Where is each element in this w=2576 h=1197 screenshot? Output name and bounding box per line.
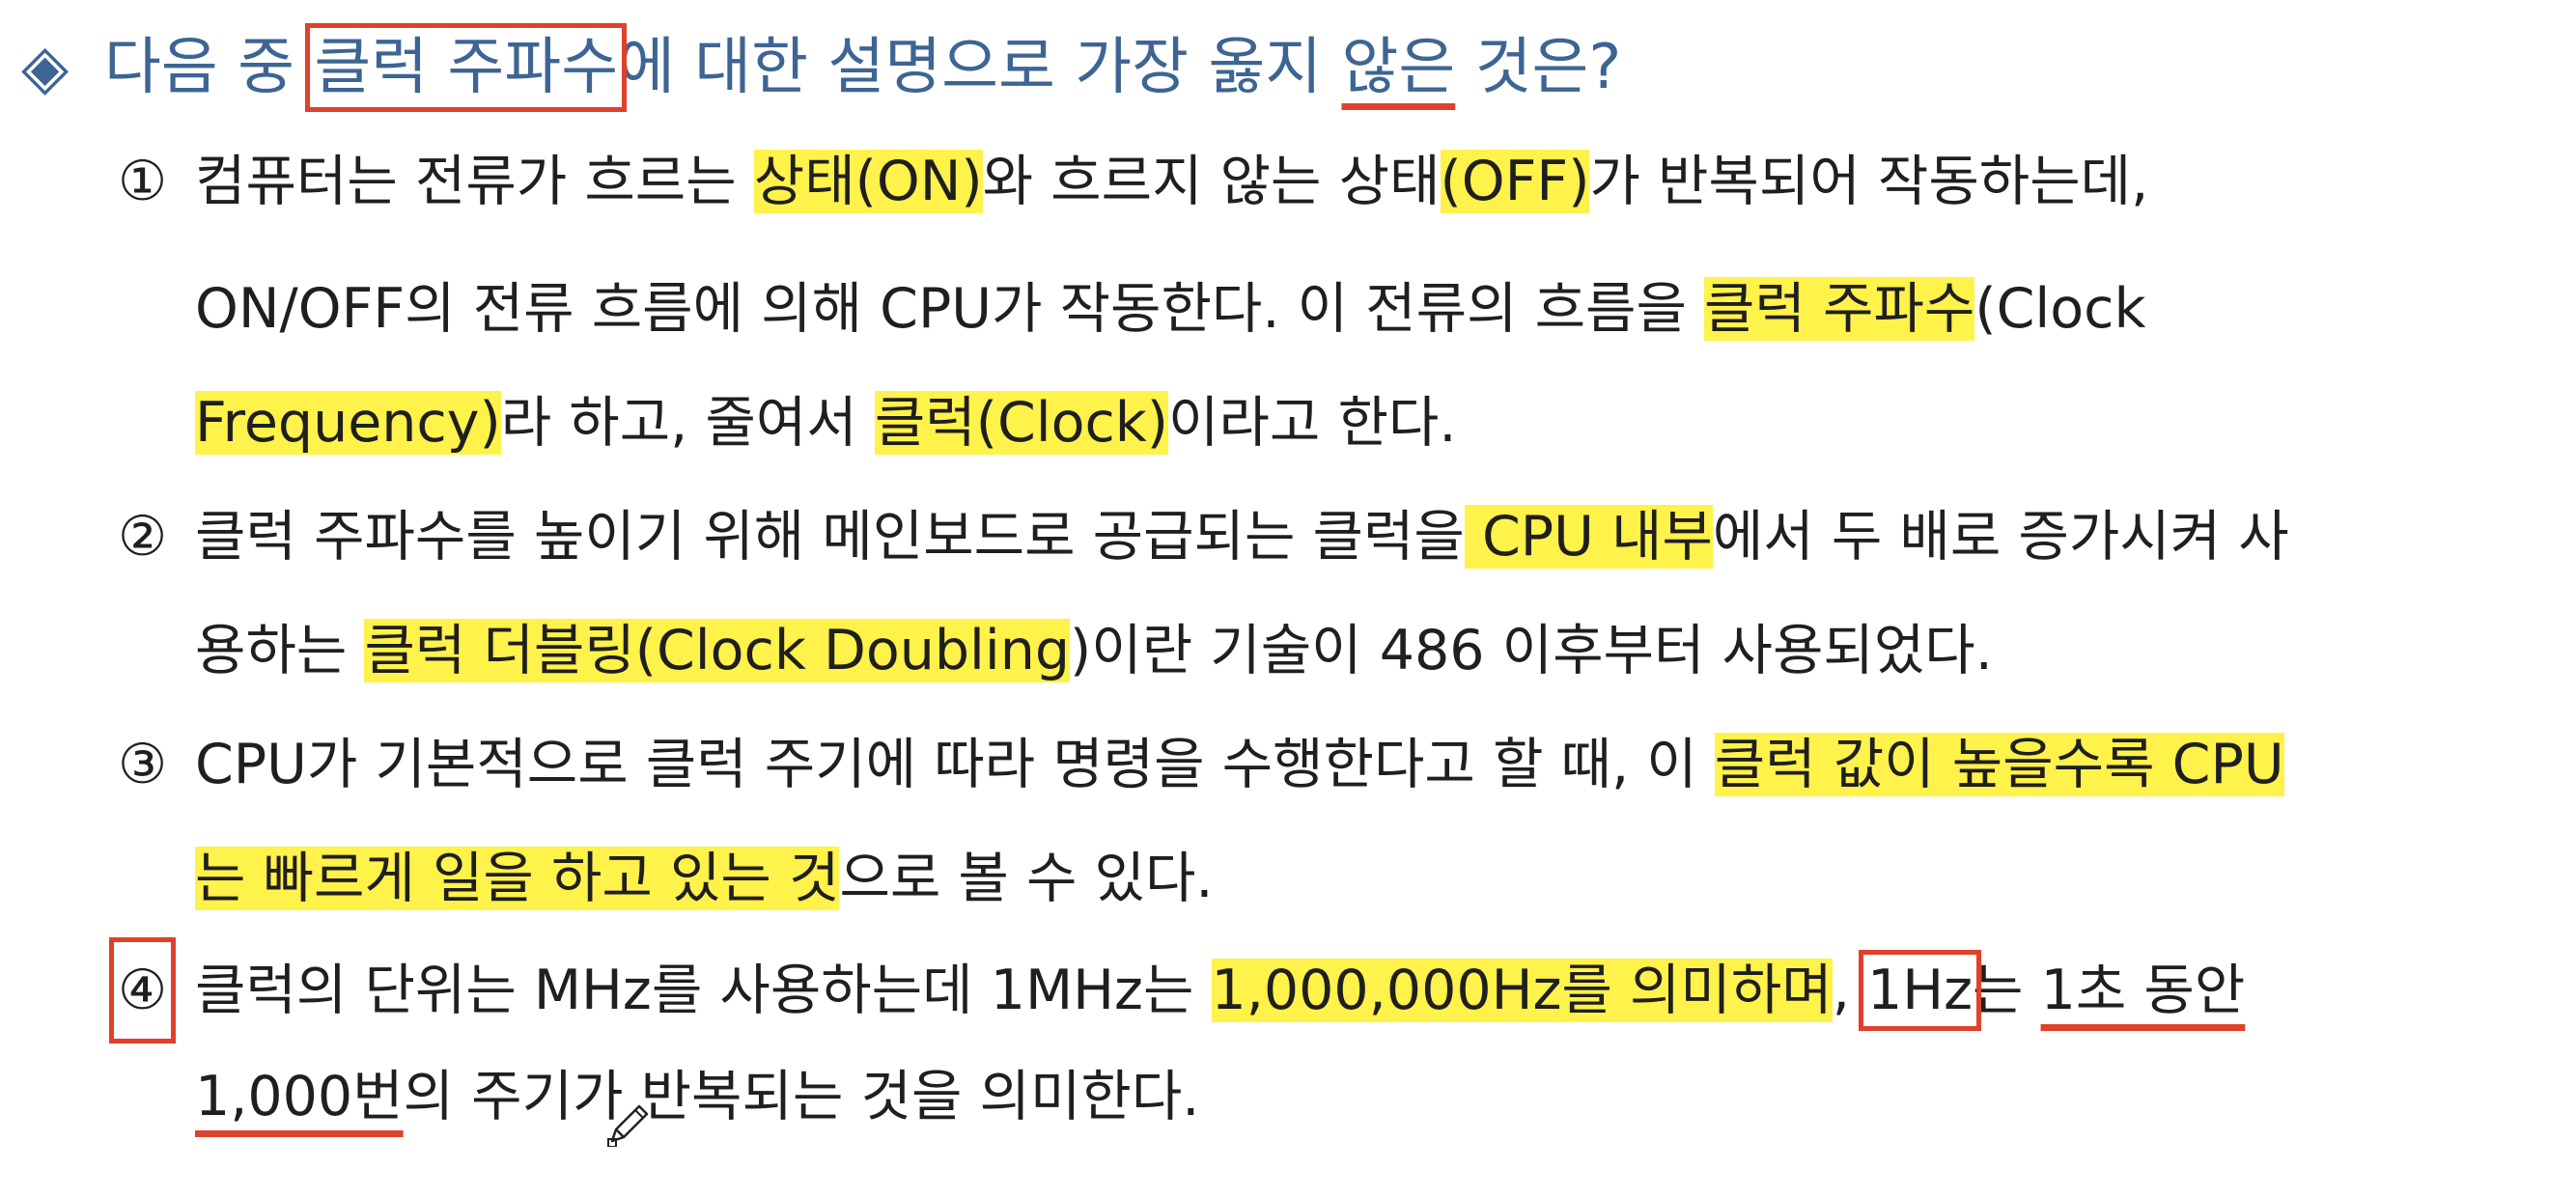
diamond-bullet-icon: ◈ [21,32,70,103]
highlighted-segment: CPU 내부 [1464,505,1713,569]
text-segment: 와 흐르지 않는 상태 [982,150,1441,213]
question-title: ◈ 다음 중 클럭 주파수에 대한 설명으로 가장 옳지 않은 것은? [21,19,1621,116]
highlighted-segment: Frequency) [195,391,501,455]
text-segment: 클럭 주파수를 높이기 위해 메인보드로 공급되는 클럭을 [195,505,1465,569]
underlined-segment: 1,000번 [195,1065,404,1128]
option-4-number: ④ [108,937,177,1044]
text-segment: 으로 볼 수 있다. [839,847,1214,910]
question-underlined-word: 않은 [1341,32,1456,103]
highlighted-segment: 클럭 더블링(Clock Doubling [364,619,1071,682]
text-segment: 라 하고, 줄여서 [500,391,875,455]
option-1-number: ① [118,150,168,213]
highlighted-segment: 1,000,000Hz를 의미하며 [1211,959,1833,1022]
highlighted-segment: (OFF) [1440,150,1590,213]
text-segment: )이란 기술이 486 이후부터 사용되었다. [1070,619,1993,682]
question-text-start: 다음 중 [104,32,315,103]
boxed-segment: 1Hz [1858,950,1982,1031]
underlined-segment: 1초 동안 [2040,959,2246,1022]
question-text-end: 것은? [1455,32,1622,103]
text-segment: 의 주기가 반복되는 것을 의미한다. [403,1065,1200,1128]
question-text-middle: 에 대한 설명으로 가장 옳지 [618,32,1342,103]
text-segment: CPU가 기본적으로 클럭 주기에 따라 명령을 수행한다고 할 때, 이 [195,733,1715,796]
text-segment: 이라고 한다. [1168,391,1457,455]
question-boxed-term: 클럭 주파수 [305,23,628,112]
text-segment: ON/OFF의 전류 흐름에 의해 CPU가 작동한다. 이 전류의 흐름을 [195,277,1705,341]
text-segment: (Clock [1974,277,2146,341]
highlighted-segment: 클럭 값이 높을수록 CPU [1714,733,2284,796]
text-segment: 용하는 [195,619,365,682]
text-segment: 가 반복되어 작동하는데, [1589,150,2149,213]
pencil-cursor-icon [607,1104,649,1147]
text-segment: 에서 두 배로 증가시켜 사 [1712,505,2289,569]
highlighted-segment: 상태(ON) [753,150,983,213]
option-3-number: ③ [118,733,168,796]
highlighted-segment: 는 빠르게 일을 하고 있는 것 [195,847,840,910]
text-segment: 는 [1973,959,2041,1022]
option-2-number: ② [118,505,168,569]
text-segment: 컴퓨터는 전류가 흐르는 [195,150,754,213]
highlighted-segment: 클럭(Clock) [874,391,1169,455]
text-segment: , [1832,959,1867,1022]
text-segment: 클럭의 단위는 MHz를 사용하는데 1MHz는 [195,959,1212,1022]
highlighted-segment: 클럭 주파수 [1704,277,1975,341]
